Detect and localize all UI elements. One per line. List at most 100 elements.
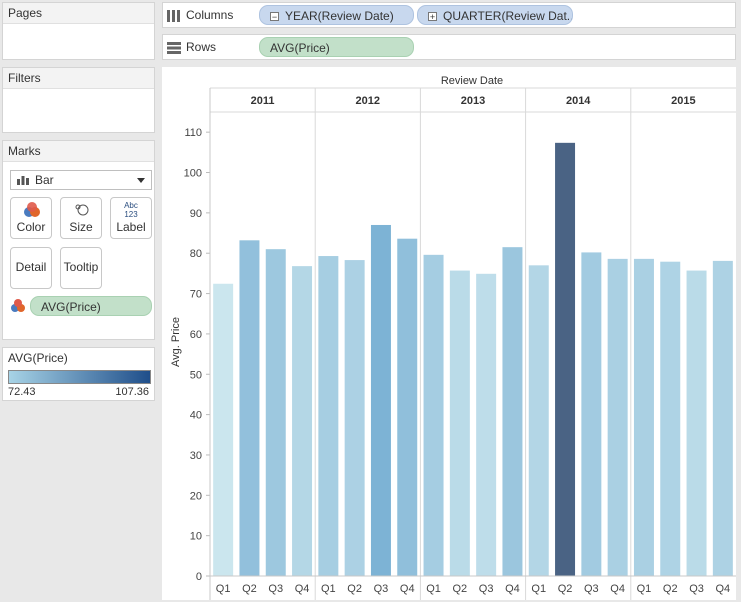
- quarter-tick-label: Q3: [268, 583, 283, 595]
- quarter-tick-label: Q2: [453, 583, 468, 595]
- size-label: Size: [69, 220, 93, 234]
- color-icon: [24, 202, 40, 217]
- size-icon: [75, 204, 89, 216]
- y-tick-label: 60: [190, 329, 202, 341]
- legend-gradient: [8, 370, 151, 384]
- quarter-tick-label: Q1: [426, 583, 441, 595]
- mark-type-value: Bar: [35, 173, 54, 187]
- marks-title: Marks: [3, 141, 154, 162]
- bar-2015-q4[interactable]: [712, 260, 733, 576]
- legend-max: 107.36: [115, 386, 149, 398]
- abc-123-icon: Abc 123: [124, 201, 138, 219]
- quarter-tick-label: Q4: [295, 583, 310, 595]
- bar-2014-q1[interactable]: [528, 265, 549, 576]
- quarter-review-date-pill[interactable]: + QUARTER(Review Dat..: [417, 5, 573, 25]
- label-label: Label: [116, 220, 146, 234]
- year-header-label: 2013: [461, 95, 485, 107]
- quarter-tick-label: Q1: [321, 583, 336, 595]
- filters-panel[interactable]: Filters: [2, 67, 155, 133]
- quarter-tick-label: Q2: [242, 583, 257, 595]
- quarter-tick-label: Q2: [558, 583, 573, 595]
- quarter-tick-label: Q3: [689, 583, 704, 595]
- detail-label: Detail: [15, 260, 47, 274]
- y-tick-label: 40: [190, 410, 202, 422]
- color-field-icon: [11, 299, 25, 312]
- bar-2013-q3[interactable]: [476, 273, 497, 576]
- y-tick-label: 80: [190, 248, 202, 260]
- bar-2012-q4[interactable]: [397, 238, 418, 576]
- quarter-tick-label: Q3: [584, 583, 599, 595]
- bar-2012-q3[interactable]: [370, 224, 391, 576]
- color-legend-panel: AVG(Price) 72.43 107.36: [2, 347, 155, 401]
- rows-shelf[interactable]: Rows AVG(Price): [162, 34, 736, 60]
- bar-2012-q2[interactable]: [344, 260, 365, 576]
- quarter-tick-label: Q2: [663, 583, 678, 595]
- mark-type-dropdown[interactable]: Bar: [10, 170, 152, 190]
- y-tick-label: 30: [190, 450, 202, 462]
- bar-2011-q3[interactable]: [265, 249, 286, 576]
- label-button[interactable]: Abc 123 Label: [110, 197, 152, 239]
- expand-icon[interactable]: +: [428, 12, 437, 23]
- pages-title: Pages: [3, 3, 154, 24]
- year-review-date-pill[interactable]: − YEAR(Review Date): [259, 5, 414, 25]
- rows-label: Rows: [186, 40, 217, 54]
- chevron-down-icon: [137, 178, 145, 183]
- bar-2015-q1[interactable]: [633, 258, 654, 576]
- bar-2013-q1[interactable]: [423, 254, 444, 576]
- marks-panel: Marks Bar Color Size Abc 123 Label Detai…: [2, 140, 155, 340]
- detail-button[interactable]: Detail: [10, 247, 52, 289]
- bar-2012-q1[interactable]: [318, 256, 339, 576]
- bar-2011-q4[interactable]: [292, 266, 313, 576]
- bar-chart: Review Date Avg. Price 0 10 20 30 40 50 60 70 80…: [162, 67, 736, 600]
- quarter-tick-label: Q1: [637, 583, 652, 595]
- tooltip-button[interactable]: Tooltip: [60, 247, 102, 289]
- rows-pill-label: AVG(Price): [270, 41, 330, 55]
- quarter-tick-label: Q4: [400, 583, 415, 595]
- bar-2013-q4[interactable]: [502, 247, 523, 576]
- quarter-tick-label: Q3: [479, 583, 494, 595]
- size-button[interactable]: Size: [60, 197, 102, 239]
- columns-label: Columns: [186, 8, 234, 22]
- y-tick-label: 70: [190, 289, 202, 301]
- bar-2011-q1[interactable]: [213, 283, 234, 576]
- color-field-label: AVG(Price): [41, 300, 101, 314]
- tooltip-label: Tooltip: [63, 260, 99, 274]
- color-button[interactable]: Color: [10, 197, 52, 239]
- y-tick-label: 50: [190, 369, 202, 381]
- color-field-pill[interactable]: AVG(Price): [30, 296, 152, 316]
- y-tick-label: 110: [184, 127, 202, 139]
- bar-2014-q2[interactable]: [555, 142, 576, 576]
- quarter-tick-label: Q1: [531, 583, 546, 595]
- legend-title: AVG(Price): [8, 351, 68, 365]
- avg-price-pill[interactable]: AVG(Price): [259, 37, 414, 57]
- y-tick-label: 90: [190, 208, 202, 220]
- quarter-tick-label: Q4: [716, 583, 731, 595]
- quarter-tick-label: Q2: [347, 583, 362, 595]
- columns-shelf[interactable]: Columns − YEAR(Review Date) + QUARTER(Revi…: [162, 2, 736, 28]
- bar-2014-q3[interactable]: [581, 252, 602, 576]
- y-axis-label: Avg. Price: [170, 317, 182, 367]
- quarter-tick-label: Q3: [374, 583, 389, 595]
- bar-2015-q2[interactable]: [660, 261, 681, 576]
- y-tick-label: 20: [190, 490, 202, 502]
- year-pill-label: YEAR(Review Date): [285, 9, 394, 23]
- rows-icon: [167, 41, 181, 54]
- rows-shelf-label: Rows: [167, 35, 216, 59]
- bar-2014-q4[interactable]: [607, 258, 628, 576]
- quarter-tick-label: Q1: [216, 583, 231, 595]
- legend-min: 72.43: [8, 386, 36, 398]
- year-header-label: 2012: [356, 95, 380, 107]
- pages-panel[interactable]: Pages: [2, 2, 155, 60]
- quarter-pill-label: QUARTER(Review Dat..: [443, 9, 573, 23]
- bar-chart-icon: [17, 176, 29, 185]
- collapse-icon[interactable]: −: [270, 12, 279, 23]
- filters-title: Filters: [3, 68, 154, 89]
- bar-2015-q3[interactable]: [686, 270, 707, 576]
- year-header-label: 2014: [566, 95, 591, 107]
- chart-title: Review Date: [441, 75, 503, 87]
- bar-2011-q2[interactable]: [239, 240, 260, 576]
- y-tick-label: 10: [190, 531, 202, 543]
- year-header-label: 2015: [671, 95, 695, 107]
- quarter-tick-label: Q4: [610, 583, 625, 595]
- bar-2013-q2[interactable]: [449, 270, 470, 576]
